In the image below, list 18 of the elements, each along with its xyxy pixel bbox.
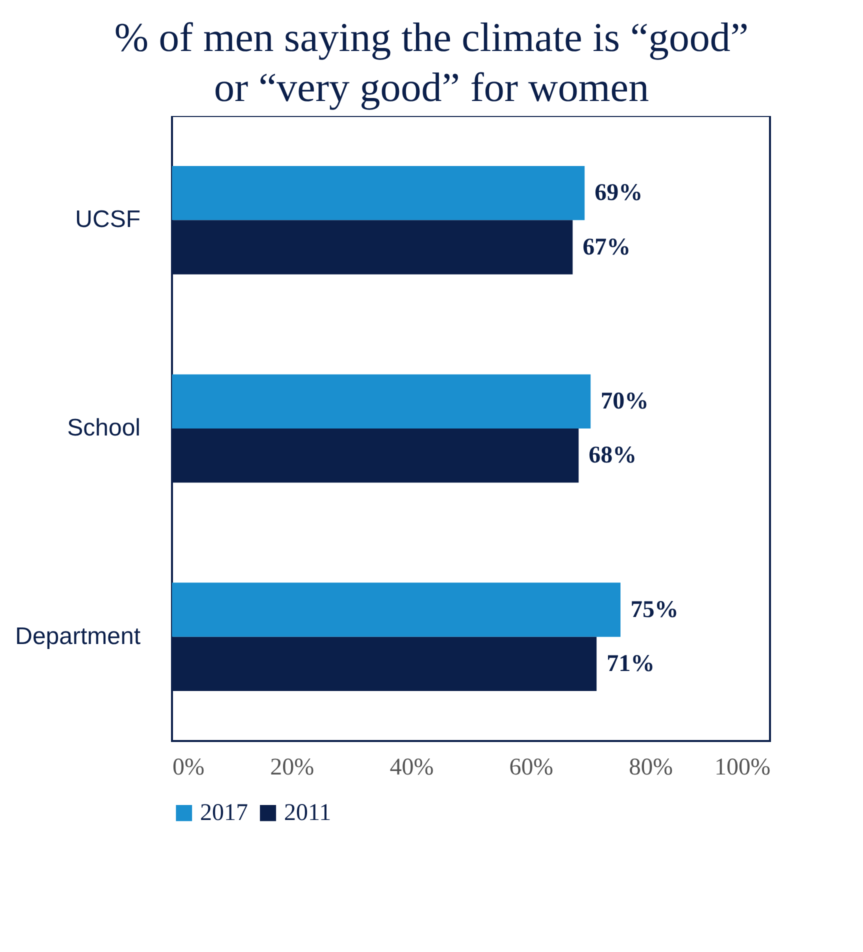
y-tick-label: UCSF	[75, 206, 140, 234]
data-label: 75%	[630, 596, 678, 623]
x-tick-label: 20%	[270, 754, 314, 781]
data-label: 71%	[606, 650, 655, 677]
x-tick-label: 0%	[172, 754, 204, 781]
x-tick-label: 40%	[390, 754, 434, 781]
x-tick-label: 60%	[509, 754, 554, 781]
y-tick-label: Department	[15, 622, 141, 650]
data-label: 69%	[594, 180, 643, 206]
y-tick-label: School	[67, 414, 140, 442]
x-tick-label: 80%	[628, 754, 673, 781]
data-label: 68%	[588, 442, 637, 469]
data-label: 70%	[600, 388, 649, 414]
legend-label: 2011	[284, 800, 332, 826]
data-label: 67%	[582, 234, 631, 260]
legend-label: 2017	[200, 800, 248, 826]
chart-title: % of men saying the climate is “good” or “very good” for women	[113, 13, 750, 112]
x-tick-label: 100%	[714, 754, 770, 781]
